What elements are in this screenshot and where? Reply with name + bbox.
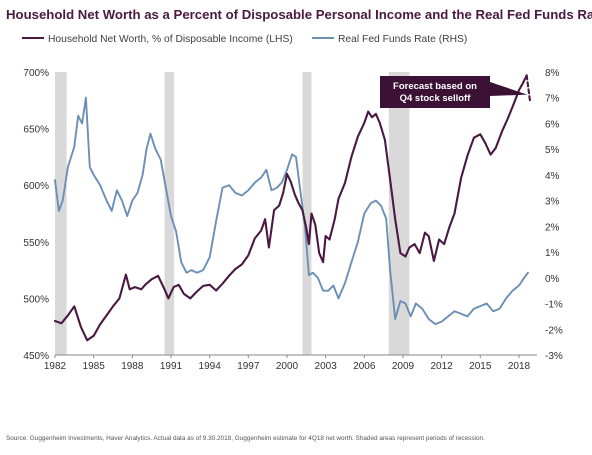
x-tick-label: 2003: [315, 361, 338, 372]
y-right-tick-label: -2%: [545, 325, 563, 336]
chart-plot: 1982 1985 1988 1991 1994 1997 2000 2003 2006 2009…: [23, 68, 562, 372]
y-right-tick-label: 6%: [545, 119, 560, 130]
y-right-tick-label: 0%: [545, 274, 560, 285]
axes: 1982 1985 1988 1991 1994 1997 2000 2003 2006 2009…: [23, 68, 562, 372]
y-right-tick-label: 7%: [545, 94, 560, 105]
legend-item-net-worth: Household Net Worth, % of Disposable Inc…: [22, 34, 293, 45]
y-left-tick-label: 500%: [23, 294, 49, 305]
recession-bands: [55, 72, 410, 355]
y-left-tick-label: 450%: [23, 351, 49, 362]
legend-swatch-fed-funds: [312, 37, 334, 40]
legend-swatch-net-worth: [22, 37, 44, 40]
y-right-tick-label: -3%: [545, 351, 563, 362]
recession-band-0: [55, 72, 67, 355]
legend-item-fed-funds: Real Fed Funds Rate (RHS): [312, 34, 467, 45]
annotation-pointer: [490, 82, 528, 96]
series-lines: [53, 74, 531, 342]
annotation-box: [380, 76, 490, 108]
x-tick-label: 1982: [44, 361, 67, 372]
x-tick-label: 2018: [508, 361, 531, 372]
y-right-tick-label: 8%: [545, 68, 560, 79]
annotation-text-line: Q4 stock selloff: [400, 93, 472, 104]
recession-band-2: [302, 72, 312, 355]
source-note: Source: Guggenheim Investments, Haver An…: [6, 435, 485, 442]
legend-label-fed-funds: Real Fed Funds Rate (RHS): [338, 34, 468, 45]
y-right-tick-label: 4%: [545, 171, 560, 182]
series-net-worth-line: [54, 96, 529, 326]
recession-band-3: [388, 72, 410, 355]
x-tick-label: 2015: [469, 361, 492, 372]
y-right-tick-label: 2%: [545, 222, 560, 233]
x-tick-label: 1985: [83, 361, 106, 372]
x-tick-label: 2006: [353, 361, 376, 372]
y-right-tick-label: 3%: [545, 197, 560, 208]
x-tick-label: 1991: [160, 361, 183, 372]
y-right-tick-label: 5%: [545, 145, 560, 156]
y-left-tick-label: 700%: [23, 68, 49, 79]
chart-title: Household Net Worth as a Percent of Disp…: [6, 7, 592, 22]
x-tick-label: 1994: [199, 361, 222, 372]
y-left-tick-label: 550%: [23, 238, 49, 249]
series-forecast-line: [525, 74, 531, 102]
series-fed-funds-line: [53, 74, 528, 342]
x-tick-label: 2009: [392, 361, 415, 372]
annotation-text-line: Forecast based on: [393, 81, 477, 92]
x-tick-label: 2000: [276, 361, 299, 372]
y-right-tick-label: 1%: [545, 248, 560, 259]
x-tick-label: 2012: [431, 361, 454, 372]
y-left-tick-label: 650%: [23, 125, 49, 136]
x-tick-label: 1997: [237, 361, 260, 372]
y-right-tick-label: -1%: [545, 300, 563, 311]
recession-band-1: [164, 72, 175, 355]
y-left-tick-label: 600%: [23, 181, 49, 192]
x-tick-label: 1988: [121, 361, 144, 372]
legend-label-net-worth: Household Net Worth, % of Disposable Inc…: [48, 34, 293, 45]
